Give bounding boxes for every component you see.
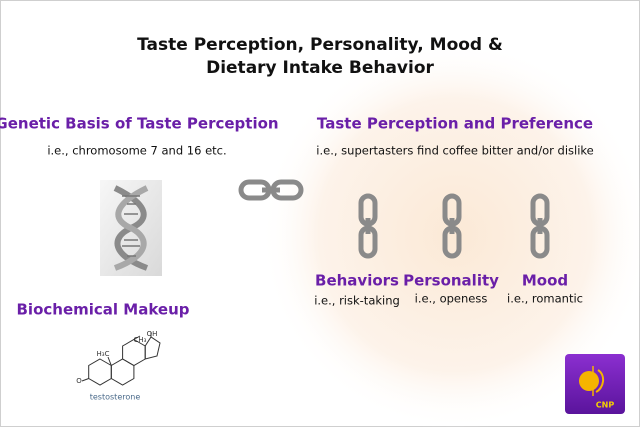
molecule-label: H₃C — [97, 350, 110, 358]
trait-note: i.e., risk-taking — [314, 294, 400, 308]
title-line: Dietary Intake Behavior — [206, 58, 434, 78]
trait-label: Behaviors — [315, 272, 399, 290]
trait-note: i.e., openess — [415, 292, 488, 306]
trait-label: Personality — [403, 272, 499, 290]
molecule-label: CH₃ — [134, 336, 147, 344]
dna-icon — [100, 180, 162, 276]
molecule — [81, 332, 161, 386]
title-line: Taste Perception, Personality, Mood & — [137, 35, 503, 55]
chain-icon — [358, 193, 378, 259]
heading: Genetic Basis of Taste Perception — [0, 115, 279, 133]
molecule-name: testosterone — [90, 393, 141, 402]
heading: Biochemical Makeup — [17, 301, 190, 319]
heading: Taste Perception and Preference — [317, 115, 593, 133]
note: i.e., chromosome 7 and 16 etc. — [47, 144, 226, 158]
molecule-label: OH — [147, 330, 158, 338]
chain-icon — [530, 193, 550, 259]
trait-note: i.e., romantic — [507, 292, 583, 306]
chain-icon — [238, 179, 304, 201]
note: i.e., supertasters find coffee bitter an… — [316, 144, 593, 158]
trait-label: Mood — [522, 272, 568, 290]
logo-text: CNP — [596, 401, 615, 410]
molecule-label: O — [76, 377, 82, 385]
chain-icon — [442, 193, 462, 259]
logo — [565, 354, 625, 414]
